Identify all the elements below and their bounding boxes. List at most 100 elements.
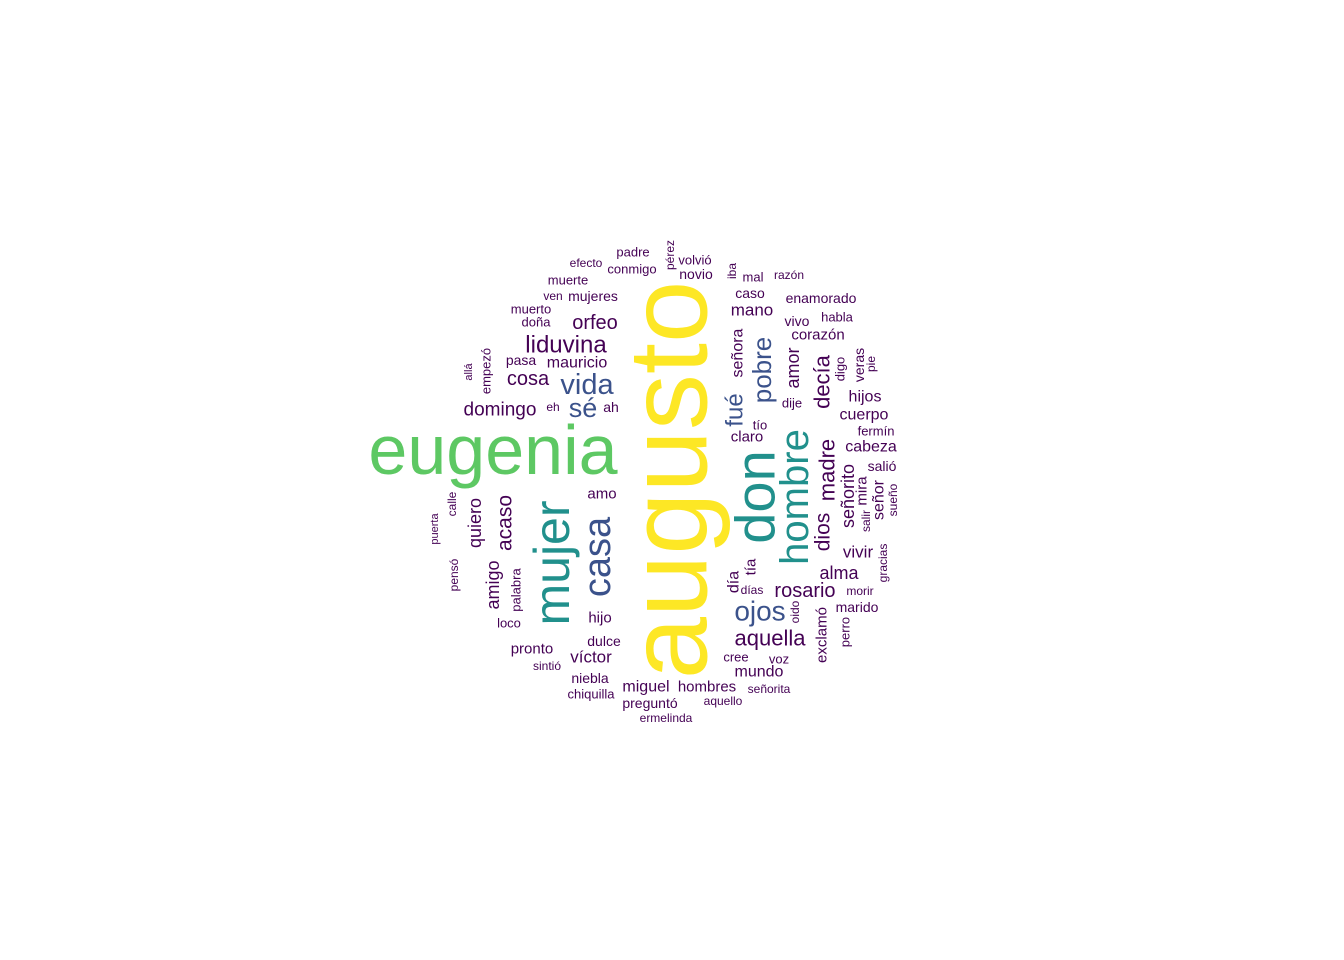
- word-muerto: muerto: [511, 302, 551, 317]
- word-voz: voz: [769, 652, 789, 667]
- word-veras: veras: [851, 348, 867, 382]
- word-dulce: dulce: [587, 633, 621, 649]
- word-doña: doña: [522, 315, 552, 330]
- word-don: don: [724, 450, 787, 543]
- word-novio: novio: [679, 266, 713, 282]
- word-hijos: hijos: [849, 389, 882, 406]
- word-corazón: corazón: [791, 327, 844, 344]
- word-domingo: domingo: [464, 400, 537, 421]
- word-loco: loco: [497, 616, 521, 631]
- word-vida: vida: [560, 369, 614, 401]
- word-gracias: gracias: [876, 544, 890, 583]
- word-tía: tía: [743, 558, 760, 575]
- word-miguel: miguel: [622, 679, 669, 696]
- word-sintió: sintió: [533, 659, 561, 673]
- word-razón: razón: [774, 268, 804, 282]
- word-hombre: hombre: [773, 429, 817, 565]
- word-marido: marido: [836, 599, 879, 615]
- word-aquella: aquella: [735, 626, 807, 651]
- word-perro: perro: [838, 617, 853, 647]
- word-víctor: víctor: [570, 648, 612, 667]
- word-enamorado: enamorado: [786, 290, 857, 306]
- word-madre: madre: [815, 439, 840, 501]
- word-mal: mal: [743, 270, 764, 285]
- word-cree: cree: [723, 650, 748, 665]
- word-claro: claro: [731, 429, 764, 446]
- word-dije: dije: [782, 396, 802, 411]
- word-eugenia: eugenia: [368, 411, 617, 489]
- word-niebla: niebla: [571, 670, 609, 686]
- word-decía: decía: [810, 354, 835, 409]
- word-mano: mano: [731, 301, 774, 320]
- word-iba: iba: [725, 263, 739, 279]
- word-aquello: aquello: [704, 694, 743, 708]
- word-cuerpo: cuerpo: [840, 407, 889, 424]
- word-efecto: efecto: [570, 256, 603, 270]
- word-hombres: hombres: [678, 679, 736, 696]
- word-ermelinda: ermelinda: [640, 711, 693, 725]
- word-conmigo: conmigo: [607, 262, 656, 277]
- word-palabra: palabra: [509, 568, 524, 612]
- word-puerta: puerta: [429, 513, 441, 545]
- word-amigo: amigo: [483, 560, 503, 609]
- word-morir: morir: [846, 584, 873, 598]
- word-hijo: hijo: [588, 610, 611, 627]
- word-mauricio: mauricio: [547, 355, 608, 372]
- word-exclamó: exclamó: [814, 607, 831, 663]
- word-pronto: pronto: [511, 641, 554, 658]
- word-quiero: quiero: [465, 498, 485, 548]
- word-señorito: señorito: [838, 464, 858, 528]
- word-pobre: pobre: [747, 337, 777, 404]
- word-alma: alma: [819, 563, 859, 583]
- word-vivo: vivo: [785, 313, 810, 329]
- word-rosario: rosario: [774, 580, 835, 602]
- word-dios: dios: [812, 513, 835, 552]
- word-amor: amor: [783, 347, 803, 388]
- word-casa: casa: [577, 516, 619, 597]
- word-oido: oido: [788, 600, 802, 623]
- word-eh: eh: [546, 400, 559, 414]
- word-empezó: empezó: [479, 348, 494, 394]
- word-salió: salió: [868, 458, 897, 474]
- word-acaso: acaso: [494, 495, 517, 551]
- word-mujeres: mujeres: [568, 288, 618, 304]
- word-volvió: volvió: [678, 253, 711, 268]
- word-tío: tío: [753, 418, 767, 433]
- word-orfeo: orfeo: [572, 312, 618, 334]
- word-días: días: [741, 583, 764, 597]
- word-pensó: pensó: [447, 558, 461, 591]
- word-sueño: sueño: [886, 483, 900, 516]
- word-caso: caso: [735, 285, 765, 301]
- word-fué: fué: [722, 393, 749, 426]
- word-habla: habla: [821, 310, 854, 325]
- word-fermín: fermín: [858, 424, 895, 439]
- word-calle: calle: [445, 491, 459, 516]
- word-pie: pie: [864, 356, 878, 372]
- word-mujer: mujer: [524, 500, 580, 625]
- word-padre: padre: [616, 245, 649, 260]
- word-muerte: muerte: [548, 273, 588, 288]
- word-ven: ven: [543, 289, 562, 303]
- word-día: día: [726, 571, 743, 593]
- word-pérez: pérez: [663, 240, 677, 270]
- word-augusto: augusto: [606, 281, 731, 680]
- word-vivir: vivir: [843, 543, 874, 562]
- word-mira: mira: [854, 476, 871, 506]
- word-ah: ah: [603, 399, 619, 415]
- word-ojos: ojos: [734, 596, 785, 627]
- word-salir: salir: [859, 510, 873, 532]
- word-señorita: señorita: [748, 682, 791, 696]
- word-pasa: pasa: [506, 352, 537, 368]
- word-señor: señor: [871, 479, 888, 520]
- word-señora: señora: [730, 328, 747, 377]
- word-preguntó: preguntó: [622, 695, 677, 711]
- word-amo: amo: [587, 486, 616, 503]
- word-chiquilla: chiquilla: [568, 687, 616, 702]
- word-liduvina: liduvina: [525, 332, 607, 359]
- word-digo: digo: [833, 357, 848, 382]
- word-mundo: mundo: [735, 664, 784, 681]
- word-allá: allá: [463, 363, 475, 381]
- word-cosa: cosa: [507, 368, 550, 390]
- word-sé: sé: [569, 393, 598, 423]
